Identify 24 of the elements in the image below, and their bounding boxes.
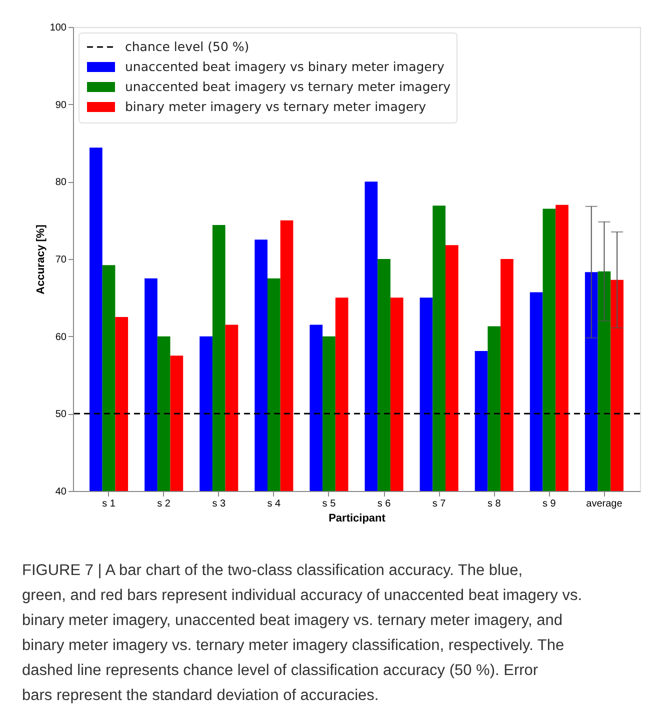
legend-label: unaccented beat imagery vs binary meter imagery xyxy=(125,59,445,74)
x-axis-title: Participant xyxy=(328,512,386,524)
legend-label: unaccented beat imagery vs ternary meter imagery xyxy=(125,79,452,94)
y-tick-label: 60 xyxy=(55,332,67,343)
x-tick-label: s 9 xyxy=(542,498,556,510)
x-tick-label: s 1 xyxy=(102,498,116,510)
y-tick-label: 50 xyxy=(55,409,67,420)
x-tick-label: s 2 xyxy=(157,498,171,510)
x-tick-label: s 7 xyxy=(432,498,446,510)
legend-label: chance level (50 %) xyxy=(125,39,250,54)
y-tick-label: 70 xyxy=(55,254,67,266)
x-tick-label: s 6 xyxy=(377,498,392,510)
y-tick-label: 40 xyxy=(55,486,67,498)
legend-label: binary meter imagery vs ternary meter imagery xyxy=(125,99,427,114)
x-tick-label: s 5 xyxy=(322,498,336,510)
y-axis-title: Accuracy [%] xyxy=(34,224,47,294)
x-tick-label: s 8 xyxy=(487,498,502,510)
y-tick-label: 90 xyxy=(55,100,67,111)
y-tick-label: 80 xyxy=(55,177,67,188)
x-tick-label: s 3 xyxy=(212,498,226,510)
x-tick-label: s 4 xyxy=(267,498,282,510)
caption: FIGURE 7 | A bar chart of the two-class classification accuracy. The blue, green, and red bars represent individual accuracy of unaccented beat imagery vs. binary meter imagery, unaccented beat imagery vs. ternary meter imagery, and binary meter imagery vs. ternary meter imagery classification, respectively. The dashed line represents chance level of classification accuracy (50 %). Error bars represent the standard deviation of accuracies. xyxy=(22,562,582,704)
y-tick-label: 100 xyxy=(50,22,67,34)
x-tick-label: average xyxy=(586,498,623,510)
